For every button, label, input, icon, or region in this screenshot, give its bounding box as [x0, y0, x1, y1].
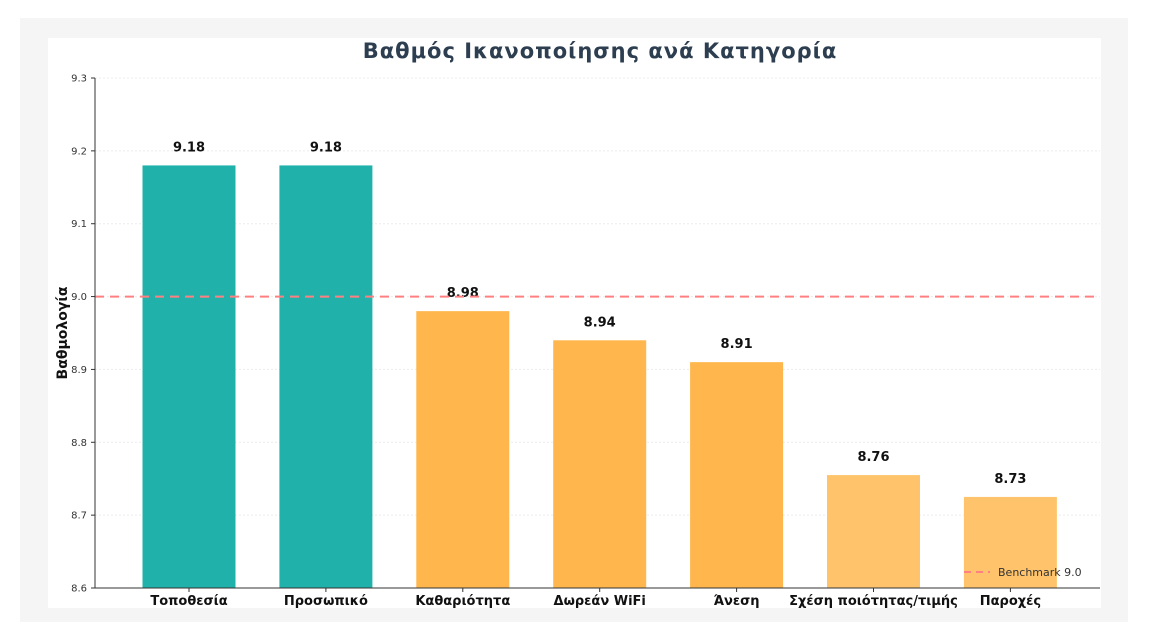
- y-tick-label: 8.7: [71, 511, 87, 522]
- bar: [416, 311, 510, 588]
- value-label: 8.76: [857, 450, 889, 465]
- value-label: 9.18: [310, 140, 342, 155]
- y-tick-label: 9.1: [71, 219, 87, 230]
- bars: [142, 165, 1057, 588]
- category-label: Σχέση ποιότητας/τιμής: [789, 594, 958, 609]
- bar: [553, 340, 647, 588]
- y-tick-label: 9.2: [71, 146, 87, 157]
- y-axis-ticks: 8.6 8.7 8.8 8.9 9.0 9.1 9.2 9.3: [71, 74, 95, 595]
- bar: [279, 165, 373, 588]
- bar: [690, 362, 784, 588]
- value-label: 8.98: [447, 286, 479, 301]
- y-axis-label: Βαθμολογία: [55, 286, 71, 379]
- category-label: Προσωπικό: [284, 594, 368, 609]
- x-axis-categories: Τοποθεσία Προσωπικό Καθαριότητα Δωρεάν WiFi…: [150, 588, 1041, 609]
- category-label: Καθαριότητα: [415, 594, 510, 609]
- category-label: Παροχές: [980, 594, 1041, 609]
- y-tick-label: 9.3: [71, 74, 87, 85]
- y-tick-label: 9.0: [71, 292, 87, 303]
- category-label: Τοποθεσία: [150, 594, 227, 609]
- category-label: Δωρεάν WiFi: [554, 594, 646, 609]
- category-label: Άνεση: [714, 594, 760, 609]
- legend-label-benchmark: Benchmark 9.0: [998, 566, 1082, 579]
- value-label: 9.18: [173, 140, 205, 155]
- y-tick-label: 8.6: [71, 584, 87, 595]
- chart-title: Βαθμός Ικανοποίησης ανά Κατηγορία: [363, 39, 838, 63]
- bar: [142, 165, 236, 588]
- y-tick-label: 8.8: [71, 438, 87, 449]
- value-label: 8.91: [721, 337, 753, 352]
- y-tick-label: 8.9: [71, 365, 87, 376]
- legend: Benchmark 9.0: [964, 566, 1082, 579]
- bar: [827, 475, 920, 588]
- value-label: 8.73: [994, 472, 1026, 487]
- value-label: 8.94: [584, 315, 616, 330]
